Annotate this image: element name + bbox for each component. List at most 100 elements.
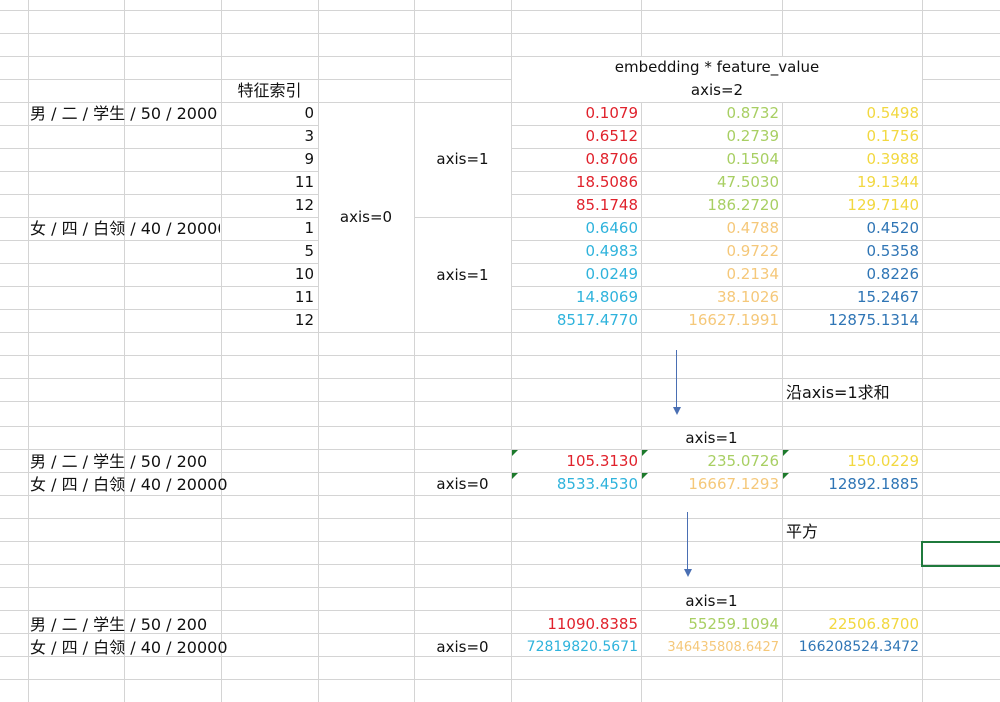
value-cell[interactable]: 72819820.5671 [526, 639, 638, 655]
grid-line [0, 633, 1000, 634]
step2-row-label-female: 女 / 四 / 白领 / 40 / 20000 [30, 638, 228, 657]
value-cell[interactable]: 0.8732 [726, 104, 780, 122]
step1-row-label-male: 男 / 二 / 学生 / 50 / 200 [30, 452, 208, 471]
cell-warning-marker [512, 450, 518, 456]
axis2-label: axis=2 [690, 81, 744, 99]
cell-warning-marker [512, 473, 518, 479]
grid-line [0, 679, 1000, 680]
value-cell[interactable]: 0.9722 [726, 242, 780, 260]
value-cell[interactable]: 166208524.3472 [798, 639, 919, 655]
value-cell[interactable]: 0.4520 [866, 219, 920, 237]
value-cell[interactable]: 0.5358 [866, 242, 920, 260]
axis1-label-a: axis=1 [436, 150, 489, 168]
grid-line [0, 378, 1000, 379]
value-cell[interactable]: 0.6512 [585, 127, 639, 145]
value-cell[interactable]: 55259.1094 [688, 615, 779, 633]
merged-cell-step2-axis0 [415, 634, 511, 656]
value-cell[interactable]: 15.2467 [856, 288, 919, 306]
grid-line [28, 0, 29, 702]
value-cell[interactable]: 12875.1314 [828, 311, 919, 329]
grid-line [0, 401, 1000, 402]
feature-index: 9 [304, 150, 314, 168]
value-cell[interactable]: 12892.1885 [828, 475, 919, 493]
value-cell[interactable]: 0.1079 [585, 104, 639, 122]
value-cell[interactable]: 346435808.6427 [667, 640, 779, 655]
grid-line [318, 0, 319, 702]
value-cell[interactable]: 8517.4770 [556, 311, 638, 329]
value-cell[interactable]: 0.3988 [866, 150, 920, 168]
grid-line [0, 656, 1000, 657]
cell-warning-marker [783, 450, 789, 456]
value-cell[interactable]: 18.5086 [575, 173, 638, 191]
value-cell[interactable]: 0.8706 [585, 150, 639, 168]
value-cell[interactable]: 8533.4530 [556, 475, 638, 493]
grid-line [0, 518, 1000, 519]
value-cell[interactable]: 105.3130 [566, 452, 638, 470]
grid-line [0, 56, 1000, 57]
merged-cell-title [512, 57, 922, 102]
grid-line [124, 0, 125, 702]
grid-line [0, 472, 1000, 473]
feature-index: 5 [304, 242, 314, 260]
grid-line [641, 0, 642, 702]
arrowhead-icon [684, 569, 692, 577]
feature-index-header: 特征索引 [237, 81, 302, 100]
value-cell[interactable]: 85.1748 [575, 196, 638, 214]
value-cell[interactable]: 0.2134 [726, 265, 780, 283]
value-cell[interactable]: 19.1344 [856, 173, 919, 191]
step1-row-label-female: 女 / 四 / 白领 / 40 / 20000 [30, 475, 228, 494]
value-cell[interactable]: 22506.8700 [828, 615, 919, 633]
value-cell[interactable]: 0.6460 [585, 219, 639, 237]
value-cell[interactable]: 150.0229 [847, 452, 919, 470]
cell-warning-marker [642, 473, 648, 479]
value-cell[interactable]: 47.5030 [716, 173, 779, 191]
step1-axis0-label: axis=0 [436, 475, 489, 493]
grid-line [0, 541, 1000, 542]
value-cell[interactable]: 14.8069 [575, 288, 638, 306]
merged-cell-axis1-a [415, 103, 511, 217]
axis0-label: axis=0 [339, 208, 393, 226]
arrowhead-icon [673, 407, 681, 415]
grid-line [0, 610, 1000, 611]
value-cell[interactable]: 16627.1991 [688, 311, 779, 329]
value-cell[interactable]: 0.1504 [726, 150, 780, 168]
sum-along-axis1-label: 沿axis=1求和 [786, 383, 890, 402]
value-cell[interactable]: 0.2739 [726, 127, 780, 145]
cell-warning-marker [783, 473, 789, 479]
feature-index: 0 [304, 104, 314, 122]
square-label: 平方 [786, 522, 819, 541]
value-cell[interactable]: 186.2720 [707, 196, 779, 214]
value-cell[interactable]: 0.4983 [585, 242, 639, 260]
value-cell[interactable]: 235.0726 [707, 452, 779, 470]
value-cell[interactable]: 0.4788 [726, 219, 780, 237]
grid-line [0, 33, 1000, 34]
value-cell[interactable]: 0.1756 [866, 127, 920, 145]
feature-index: 12 [294, 311, 314, 329]
grid-line [221, 0, 222, 702]
grid-line [414, 0, 415, 702]
grid-line [0, 102, 1000, 103]
cell-warning-marker [642, 450, 648, 456]
grid-line [0, 449, 1000, 450]
step2-axis0-label: axis=0 [436, 638, 489, 656]
step2-row-label-male: 男 / 二 / 学生 / 50 / 200 [30, 615, 208, 634]
feature-index: 11 [294, 173, 314, 191]
merged-cell-step1-axis0 [415, 473, 511, 495]
row-label-male: 男 / 二 / 学生 / 50 / 2000 [30, 104, 218, 123]
grid-line [0, 564, 1000, 565]
selected-cell[interactable] [921, 541, 1000, 567]
grid-line [0, 10, 1000, 11]
grid-line [782, 0, 783, 702]
value-cell[interactable]: 129.7140 [847, 196, 919, 214]
value-cell[interactable]: 0.8226 [866, 265, 920, 283]
value-cell[interactable]: 0.0249 [585, 265, 639, 283]
axis1-label-b: axis=1 [436, 266, 489, 284]
value-cell[interactable]: 16667.1293 [688, 475, 779, 493]
merged-cell-axis1-b [415, 218, 511, 332]
value-cell[interactable]: 38.1026 [716, 288, 779, 306]
feature-index: 11 [294, 288, 314, 306]
value-cell[interactable]: 11090.8385 [547, 615, 638, 633]
value-cell[interactable]: 0.5498 [866, 104, 920, 122]
feature-index: 1 [304, 219, 314, 237]
